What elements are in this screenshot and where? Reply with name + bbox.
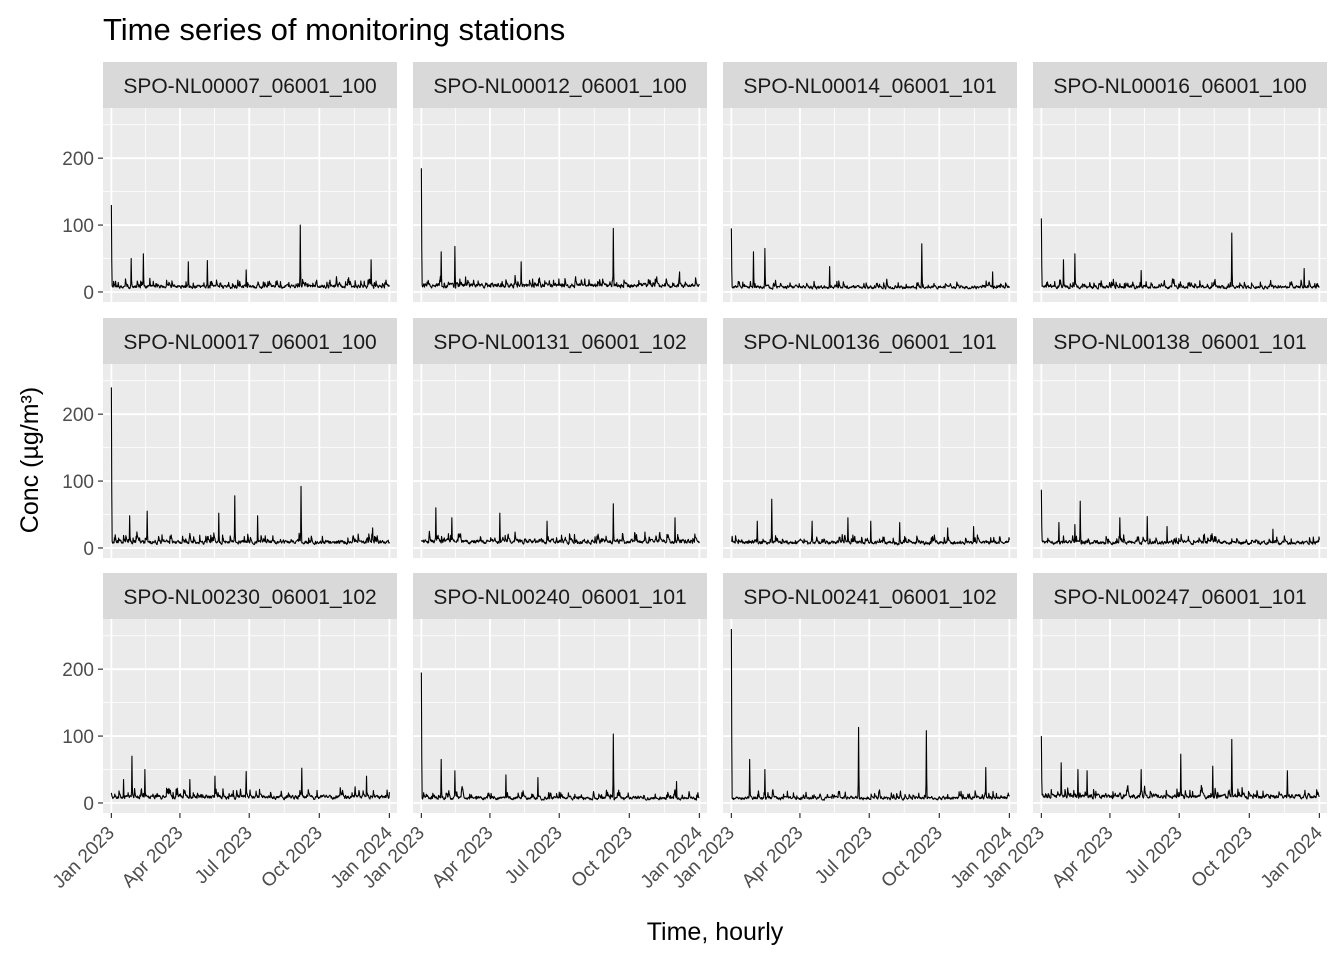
- facet-strip-label: SPO-NL00012_06001_100: [433, 75, 686, 98]
- y-tick-label: 100: [62, 472, 94, 493]
- y-tick-label: 100: [62, 727, 94, 748]
- series-line: [1040, 218, 1320, 290]
- y-tick-label: 200: [62, 405, 94, 426]
- facet-strip-label: SPO-NL00016_06001_100: [1053, 75, 1306, 98]
- facet-strip: [723, 62, 1017, 108]
- series-line: [420, 672, 700, 801]
- y-tick-label: 200: [62, 149, 94, 170]
- facet-strip-label: SPO-NL00017_06001_100: [123, 331, 376, 354]
- facet-strip-label: SPO-NL00241_06001_102: [743, 586, 996, 609]
- facet-panel: SPO-NL00247_06001_101: [1033, 573, 1327, 813]
- y-tick-label: 0: [83, 539, 94, 560]
- facet-strip: [1033, 573, 1327, 619]
- facet-panels: SPO-NL00007_06001_100 SPO-NL00012_06001_1…: [103, 62, 1327, 813]
- facet-panel: SPO-NL00131_06001_102: [413, 318, 707, 558]
- facet-strip-label: SPO-NL00131_06001_102: [433, 331, 686, 354]
- y-tick-label: 200: [62, 660, 94, 681]
- facet-strip: [103, 62, 397, 108]
- series-line: [420, 168, 700, 289]
- facet-strip-label: SPO-NL00138_06001_101: [1053, 331, 1306, 354]
- facet-strip: [103, 573, 397, 619]
- series-line: [420, 503, 700, 545]
- series-line: [1040, 736, 1320, 800]
- facet-strip-label: SPO-NL00230_06001_102: [123, 586, 376, 609]
- y-axis-title: Conc (µg/m³): [16, 387, 44, 533]
- facet-strip: [413, 62, 707, 108]
- facet-panel: SPO-NL00240_06001_101: [413, 573, 707, 813]
- series-line: [731, 498, 1010, 546]
- y-tick-label: 0: [83, 794, 94, 815]
- series-line: [110, 387, 390, 546]
- y-tick-label: 0: [83, 283, 94, 304]
- facet-panel: SPO-NL00017_06001_100: [103, 318, 397, 558]
- facet-strip: [103, 318, 397, 364]
- facet-strip: [413, 318, 707, 364]
- facet-strip-label: SPO-NL00014_06001_101: [743, 75, 996, 98]
- facet-panel: SPO-NL00138_06001_101: [1033, 318, 1327, 558]
- facet-panel: SPO-NL00007_06001_100: [103, 62, 397, 302]
- facet-strip-label: SPO-NL00240_06001_101: [433, 586, 686, 609]
- facet-panel: SPO-NL00230_06001_102: [103, 573, 397, 813]
- facet-panel: SPO-NL00136_06001_101: [723, 318, 1017, 558]
- series-line: [730, 629, 1010, 801]
- series-line: [110, 755, 390, 801]
- y-axes: 0 100 200 0 100 200 0 100 200: [62, 149, 103, 815]
- facet-panel: SPO-NL00241_06001_102: [723, 573, 1017, 813]
- series-line: [730, 228, 1010, 290]
- facet-strip: [723, 318, 1017, 364]
- facet-strip: [723, 573, 1017, 619]
- series-line: [1040, 489, 1320, 546]
- facet-panel: SPO-NL00016_06001_100: [1033, 62, 1327, 302]
- x-axis-title: Time, hourly: [647, 918, 784, 946]
- facet-strip-label: SPO-NL00007_06001_100: [123, 75, 376, 98]
- facet-panel: SPO-NL00012_06001_100: [413, 62, 707, 302]
- chart-title: Time series of monitoring stations: [103, 12, 565, 47]
- series-line: [110, 204, 390, 290]
- facet-strip: [413, 573, 707, 619]
- facet-strip: [1033, 62, 1327, 108]
- facet-strip-label: SPO-NL00247_06001_101: [1053, 586, 1306, 609]
- facet-strip-label: SPO-NL00136_06001_101: [743, 331, 996, 354]
- facet-panel: SPO-NL00014_06001_101: [723, 62, 1017, 302]
- facet-strip: [1033, 318, 1327, 364]
- y-tick-label: 100: [62, 216, 94, 237]
